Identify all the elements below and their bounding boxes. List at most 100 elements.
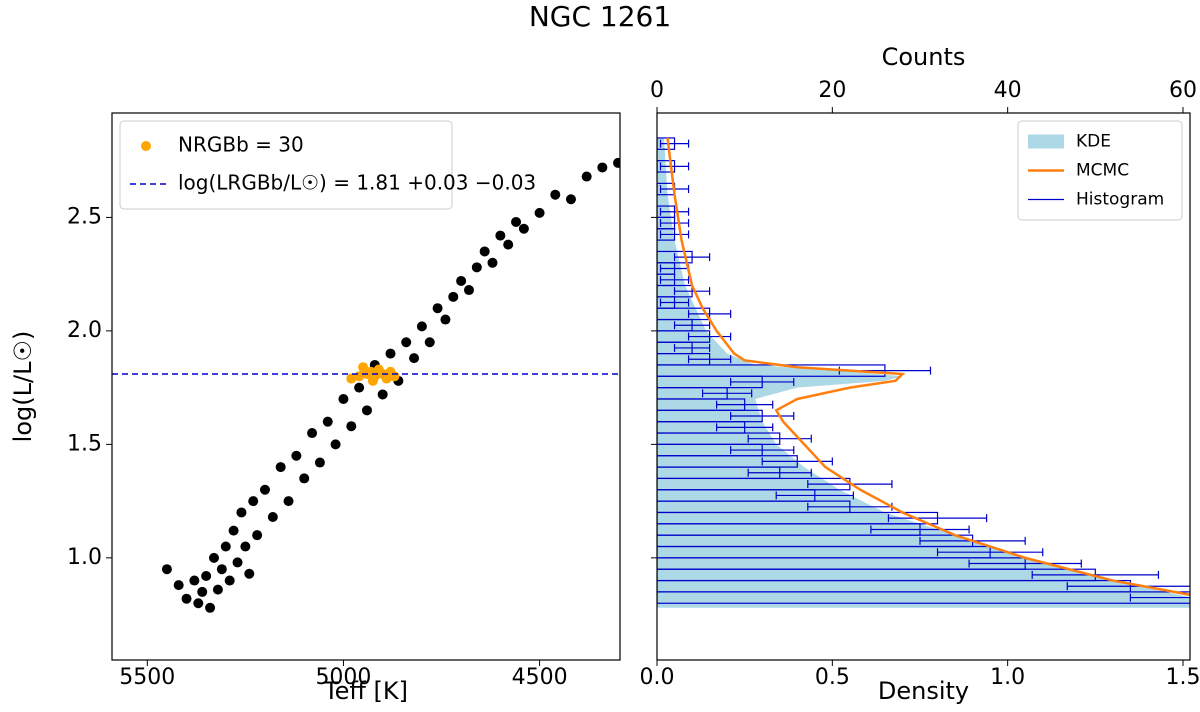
scatter-point [424,337,435,348]
scatter-point [193,598,204,609]
scatter-point [432,303,443,314]
error-bar [673,253,711,262]
plot-area [657,137,1190,608]
scatter-point [354,382,365,393]
y-tick-label: 2.5 [67,204,102,229]
scatter-point [208,552,219,563]
scatter-point [385,348,396,359]
x-tick-label: 4500 [512,665,568,690]
scatter-point [495,230,506,241]
error-bar [701,389,753,398]
scatter-point [173,580,184,591]
y-tick-label: 2.0 [67,318,102,343]
scatter-point [244,568,255,579]
scatter-point [581,171,592,182]
scatter-point [338,393,349,404]
error-bar [936,548,1044,557]
scatter-point [236,507,247,518]
x-axis-label: Teff [K] [323,677,408,705]
legend-label: MCMC [1076,161,1129,181]
scatter-point [346,373,357,384]
scatter-point [275,462,286,473]
x2-tick-label: 0 [650,78,664,103]
y-tick-label: 1.0 [67,545,102,570]
scatter-point [322,416,333,427]
scatter-point [283,496,294,507]
error-bar [730,377,795,386]
error-bar [673,287,711,296]
y-axis-label: log(L/L☉) [9,331,37,443]
scatter-point [291,450,302,461]
scatter-point [161,564,172,575]
scatter-point [389,371,400,382]
mcmc-line [666,137,1190,597]
x-tick-label: 5500 [119,665,175,690]
legend: KDE MCMC Histogram [1017,120,1183,221]
scatter-point [409,353,420,364]
error-bar [687,309,732,318]
scatter-point [259,484,270,495]
error-bar [775,491,854,500]
scatter-point [197,586,208,597]
scatter-point [534,207,545,218]
error-bar [659,230,690,239]
error-bar [716,400,774,409]
scatter-point [361,405,372,416]
error-bar [659,275,690,284]
x2-tick-label: 40 [994,78,1022,103]
x2-axis-label: Counts [882,43,966,71]
legend-marker [141,141,151,151]
scatter-point [367,375,378,386]
scatter-point [456,275,467,286]
legend-label: log(LRGBb/L☉) = 1.81 +0.03 −0.03 [178,171,536,195]
scatter-point [463,285,474,296]
scatter-point [637,135,647,145]
scatter-point [220,541,231,552]
error-bar [673,343,711,352]
legend-label: KDE [1076,132,1111,152]
legend-marker [1028,134,1064,149]
scatter-point [471,262,482,273]
scatter-point [205,602,216,613]
scatter-point [597,162,608,173]
error-bar [1066,582,1190,591]
scatter-point [550,189,561,200]
error-bar [687,355,732,364]
scatter-point [518,223,529,234]
scatter-point [487,257,498,268]
scatter-point [640,131,650,141]
x-tick-label: 5000 [315,665,371,690]
scatter-point [240,541,251,552]
scatter-point [267,512,278,523]
scatter-point [448,291,459,302]
axes-frame [656,112,1191,661]
legend-label: NRGBb = 30 [178,133,304,157]
scatter-point [189,575,200,586]
error-bar [968,559,1082,568]
scatter-point [503,239,514,250]
figure-title: NGC 1261 [529,0,671,33]
error-bar [747,434,812,443]
error-bar [730,446,795,455]
error-bar [659,207,690,216]
scatter-point [346,421,357,432]
scatter-point [212,584,223,595]
scatter-point [401,337,412,348]
x-tick-label: 1.5 [1165,665,1200,690]
scatter-point [613,157,620,168]
legend-label: Histogram [1076,190,1164,210]
scatter-point [224,575,235,586]
scatter-point [377,389,388,400]
error-bar [659,139,690,148]
scatter-point [416,321,427,332]
error-bar [747,468,812,477]
error-bar [659,162,690,171]
scatter-point [440,314,451,325]
scatter-point [330,439,341,450]
scatter-point [232,557,243,568]
x2-tick-label: 20 [818,78,846,103]
scatter-point [307,428,318,439]
scatter-point [201,571,212,582]
x2-tick-label: 60 [1169,78,1197,103]
